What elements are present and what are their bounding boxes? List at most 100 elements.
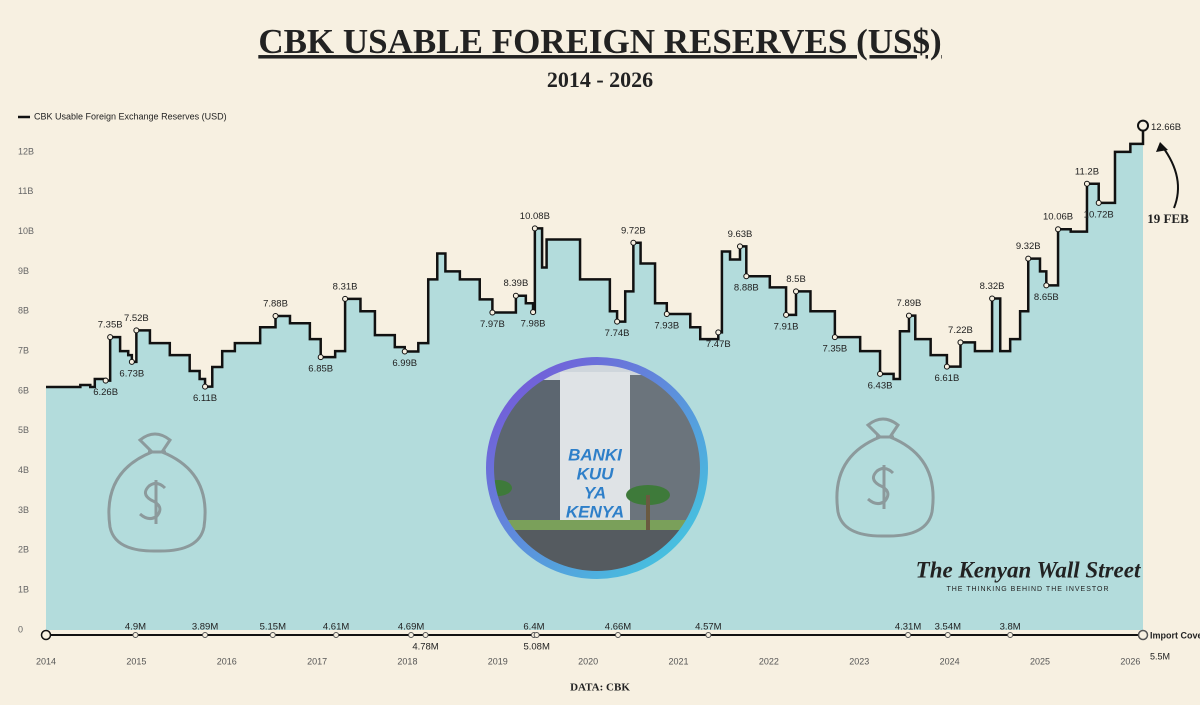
import-cover-label: 4.66M xyxy=(605,622,631,633)
point xyxy=(107,334,114,341)
data-label: 8.39B xyxy=(503,278,528,289)
data-label: 6.73B xyxy=(119,368,144,379)
point xyxy=(715,329,722,336)
data-label: 8.65B xyxy=(1034,292,1059,303)
photo-frame xyxy=(486,357,708,579)
point xyxy=(957,339,964,346)
point xyxy=(1055,226,1062,233)
point xyxy=(1137,119,1149,132)
arrow xyxy=(1161,145,1179,209)
import-cover-label: 3.54M xyxy=(935,622,961,633)
data-label: 6.43B xyxy=(868,380,893,391)
data-label: 6.85B xyxy=(308,364,333,375)
y-tick-label: 6B xyxy=(18,385,29,395)
import-cover-point xyxy=(614,632,621,638)
arrow-head xyxy=(1156,142,1168,152)
data-label: 9.32B xyxy=(1016,241,1041,252)
import-cover-label: 4.69M xyxy=(398,622,424,633)
point xyxy=(531,225,538,232)
point xyxy=(614,318,621,325)
point xyxy=(831,334,838,341)
import-cover-point xyxy=(269,632,276,638)
photo xyxy=(491,362,703,574)
y-tick-label: 4B xyxy=(18,465,29,475)
photo-sign-text: KENYA xyxy=(566,502,624,521)
import-cover-label: 3.8M xyxy=(1000,622,1021,633)
import-cover-point xyxy=(705,632,712,638)
data-label: 7.97B xyxy=(480,319,505,330)
source: DATA: CBK xyxy=(570,682,630,694)
import-cover-label: 6.4M xyxy=(523,622,544,633)
point xyxy=(943,363,950,370)
y-tick-label: 3B xyxy=(18,505,29,515)
y-tick-label: 8B xyxy=(18,306,29,316)
x-tick-label: 2017 xyxy=(307,656,327,666)
photo-sign-text: KUU xyxy=(577,464,615,483)
point xyxy=(783,311,790,318)
brand-name: The Kenyan Wall Street xyxy=(916,557,1141,582)
x-tick-label: 2022 xyxy=(759,656,779,666)
point xyxy=(530,309,537,316)
point xyxy=(793,288,800,295)
point xyxy=(133,327,140,334)
import-cover-point xyxy=(422,632,429,638)
import-cover-point xyxy=(333,632,340,638)
import-cover-point xyxy=(944,632,951,638)
axis-end xyxy=(40,629,52,641)
data-label: 9.72B xyxy=(621,225,646,236)
y-tick-label: 2B xyxy=(18,545,29,555)
data-label: 11.2B xyxy=(1075,166,1099,177)
y-tick-label: 10B xyxy=(18,226,34,236)
data-label: 7.88B xyxy=(263,299,288,310)
import-cover-point xyxy=(1007,632,1014,638)
import-cover-label: 4.9M xyxy=(125,622,146,633)
point xyxy=(128,358,135,365)
data-label: 9.63B xyxy=(728,229,753,240)
data-label: 12.66B xyxy=(1151,122,1181,133)
x-tick-label: 2019 xyxy=(488,656,508,666)
y-tick-label: 12B xyxy=(18,146,34,156)
data-label: 8.5B xyxy=(786,274,806,285)
x-tick-label: 2025 xyxy=(1030,656,1050,666)
data-label: 8.31B xyxy=(333,281,358,292)
point xyxy=(1025,255,1032,262)
import-cover-label: 4.57M xyxy=(695,622,721,633)
photo-sign-text: BANKI xyxy=(568,445,623,464)
import-cover-label: 5.08M xyxy=(523,642,549,653)
x-tick-label: 2020 xyxy=(578,656,598,666)
import-cover-label: 5.5M xyxy=(1150,651,1170,661)
chart-title: CBK USABLE FOREIGN RESERVES (US$) xyxy=(258,22,941,61)
data-label: 7.91B xyxy=(774,321,799,332)
x-tick-label: 2014 xyxy=(36,656,56,666)
point xyxy=(743,273,750,280)
data-label: 10.06B xyxy=(1043,212,1073,223)
data-label: 8.32B xyxy=(980,281,1005,292)
point xyxy=(202,383,209,390)
point xyxy=(630,239,637,246)
x-tick-label: 2015 xyxy=(126,656,146,666)
point xyxy=(512,292,519,299)
import-cover-point xyxy=(905,632,912,638)
point xyxy=(1095,199,1102,206)
y-tick-label: 0 xyxy=(18,624,23,634)
brand-tagline: THE THINKING BEHIND THE INVESTOR xyxy=(946,586,1109,593)
x-tick-label: 2018 xyxy=(397,656,417,666)
import-cover-point xyxy=(202,632,209,638)
y-tick-label: 5B xyxy=(18,425,29,435)
data-label: 6.26B xyxy=(93,387,118,398)
point xyxy=(877,370,884,377)
point xyxy=(102,377,109,384)
import-cover-label: 5.15M xyxy=(260,622,286,633)
data-label: 8.88B xyxy=(734,283,759,294)
x-tick-label: 2021 xyxy=(669,656,689,666)
y-tick-label: 9B xyxy=(18,266,29,276)
data-label: 10.08B xyxy=(520,211,550,222)
import-cover-label: 4.31M xyxy=(895,622,921,633)
data-label: 6.11B xyxy=(193,393,217,404)
legend-label: CBK Usable Foreign Exchange Reserves (US… xyxy=(34,111,227,121)
y-tick-label: 7B xyxy=(18,345,29,355)
point xyxy=(489,309,496,316)
x-tick-label: 2026 xyxy=(1120,656,1140,666)
chart-subtitle: 2014 - 2026 xyxy=(547,67,653,92)
